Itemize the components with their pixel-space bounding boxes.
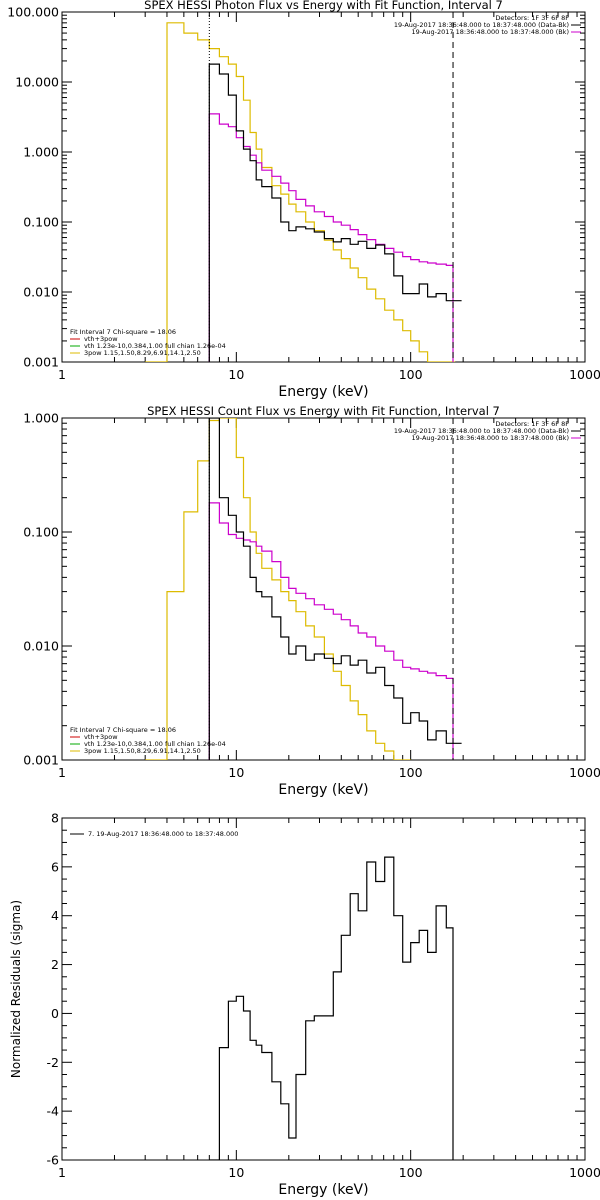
- header-text: 19-Aug-2017 18:36:48.000 to 18:37:48.000…: [412, 434, 569, 442]
- y-tick-label: 0.001: [23, 753, 59, 768]
- x-axis: [61, 418, 578, 760]
- y-tick-label: 8: [51, 811, 59, 826]
- y-tick-label: -6: [47, 1153, 60, 1168]
- data-series-group: [145, 22, 462, 362]
- plot-frame: [61, 817, 586, 1161]
- y-axis-label: Normalized Residuals (sigma): [9, 900, 23, 1078]
- y-tick-label: 2: [51, 957, 59, 972]
- series-line-3: [208, 418, 462, 760]
- legend-text: vth+3pow: [84, 733, 118, 741]
- series-line-2: [208, 113, 454, 362]
- x-tick-label: 10: [228, 765, 244, 780]
- legend-text: vth 1.23e-10,0.384,1.00 full chian 1.26e…: [84, 342, 226, 350]
- x-tick-label: 1: [58, 1165, 66, 1180]
- y-tick-label: 0.010: [23, 639, 59, 654]
- data-series-group: [145, 418, 462, 760]
- y-tick-label: 10.000: [15, 75, 59, 90]
- x-tick-label: 1000: [569, 367, 600, 382]
- y-axis: [62, 422, 585, 761]
- x-tick-label: 1: [58, 765, 66, 780]
- x-tick-label: 100: [399, 765, 423, 780]
- y-axis: [62, 817, 585, 1161]
- legend-text: 3pow 1.15,1.50,8.29,6.91,14.1,2.50: [84, 349, 201, 357]
- legend-text: Fit Interval 7 Chi-square = 18.06: [70, 726, 176, 734]
- plot-frame: [61, 11, 586, 363]
- y-tick-label: 4: [51, 908, 59, 923]
- chart-title: SPEX HESSI Photon Flux vs Energy with Fi…: [144, 0, 503, 12]
- y-tick-label: 1.000: [23, 145, 59, 160]
- y-axis: [62, 14, 585, 363]
- y-tick-label: 0.001: [23, 355, 59, 370]
- x-axis: [61, 12, 578, 362]
- legend-text: vth+3pow: [84, 335, 118, 343]
- y-tick-label: 0.100: [23, 525, 59, 540]
- chart-panel-2: SPEX HESSI Count Flux vs Energy with Fit…: [23, 404, 600, 798]
- y-tick-label: 0.100: [23, 215, 59, 230]
- x-tick-label: 1: [58, 367, 66, 382]
- x-tick-label: 1000: [569, 1165, 600, 1180]
- y-tick-label: 0.010: [23, 285, 59, 300]
- x-axis-label: Energy (keV): [278, 384, 368, 400]
- legend-text: 7. 19-Aug-2017 18:36:48.000 to 18:37:48.…: [88, 830, 238, 838]
- x-axis: [61, 818, 578, 1160]
- y-tick-label: 6: [51, 859, 59, 874]
- legend-text: vth 1.23e-10,0.384,1.00 full chian 1.26e…: [84, 740, 226, 748]
- header-text: Detectors: 1F 3F 6F 8F: [495, 420, 569, 428]
- legend-text: Fit Interval 7 Chi-square = 18.06: [70, 328, 176, 336]
- x-tick-label: 100: [399, 1165, 423, 1180]
- header-text: Detectors: 1F 3F 6F 8F: [495, 14, 569, 22]
- series-line-1: [145, 418, 411, 760]
- plot-frame: [61, 417, 586, 761]
- legend-text: 3pow 1.15,1.50,8.29,6.91,14.1,2.50: [84, 747, 201, 755]
- x-axis-label: Energy (keV): [278, 782, 368, 798]
- header-text: 19-Aug-2017 18:36:48.000 to 18:37:48.000…: [394, 21, 569, 29]
- chart-title: SPEX HESSI Count Flux vs Energy with Fit…: [147, 404, 500, 418]
- x-tick-label: 100: [399, 367, 423, 382]
- header-text: 19-Aug-2017 18:36:48.000 to 18:37:48.000…: [412, 28, 569, 36]
- y-tick-label: 1.000: [23, 411, 59, 426]
- x-axis-label: Energy (keV): [278, 1182, 368, 1198]
- x-tick-label: 1000: [569, 765, 600, 780]
- data-series-group: [209, 856, 454, 1160]
- series-line-2: [208, 502, 454, 760]
- series-line-1: [209, 856, 454, 1160]
- y-tick-label: -2: [47, 1055, 59, 1070]
- series-line-1: [145, 22, 456, 362]
- series-line-3: [208, 63, 462, 362]
- y-tick-label: 0: [51, 1006, 59, 1021]
- header-text: 19-Aug-2017 18:36:48.000 to 18:37:48.000…: [394, 427, 569, 435]
- chart-panel-1: SPEX HESSI Photon Flux vs Energy with Fi…: [7, 0, 600, 400]
- y-tick-label: 100.000: [7, 5, 59, 20]
- x-tick-label: 10: [228, 1165, 244, 1180]
- y-tick-label: -4: [47, 1104, 60, 1119]
- x-tick-label: 10: [228, 367, 244, 382]
- chart-panel-3: 1 10 100 1000 Energy (keV) -6 -4 -2 0 2 4 6 8 Normali…: [9, 811, 600, 1199]
